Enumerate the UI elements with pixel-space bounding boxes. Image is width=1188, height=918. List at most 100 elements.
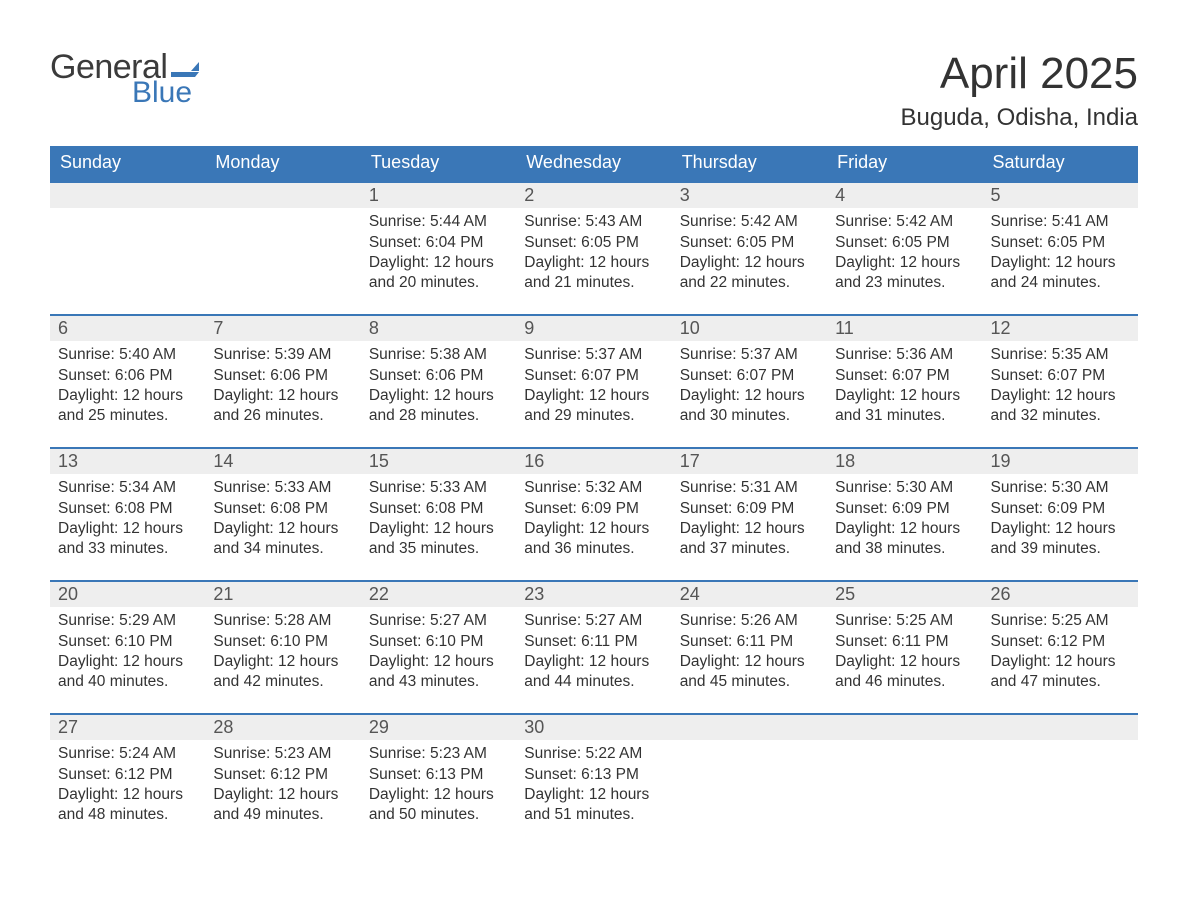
daylight-hours-value: 12 — [900, 520, 917, 537]
daylight-minutes-value: 47 — [1021, 673, 1038, 690]
daylight-minutes-value: 45 — [710, 673, 727, 690]
sunrise-prefix: Sunrise: — [680, 213, 741, 230]
day-body-cell: Sunrise: 5:29 AMSunset: 6:10 PMDaylight:… — [50, 607, 205, 702]
sunset-prefix: Sunset: — [991, 234, 1048, 251]
sunset-line: Sunset: 6:07 PM — [835, 366, 974, 386]
sunrise-value: 5:25 AM — [896, 612, 953, 629]
daylight-line-2: and 31 minutes. — [835, 406, 974, 426]
hours-word: hours — [917, 653, 960, 670]
daylight-line-1: Daylight: 12 hours — [58, 785, 197, 805]
sunset-line: Sunset: 6:07 PM — [524, 366, 663, 386]
day-number-cell: 4 — [827, 182, 982, 208]
daylight-line-2: and 34 minutes. — [213, 539, 352, 559]
day-body-cell: Sunrise: 5:37 AMSunset: 6:07 PMDaylight:… — [672, 341, 827, 436]
day-number-cell: 20 — [50, 581, 205, 607]
daylight-line-1: Daylight: 12 hours — [369, 519, 508, 539]
sunset-prefix: Sunset: — [524, 500, 581, 517]
daylight-minutes-value: 50 — [399, 806, 416, 823]
week-daynum-row: 20212223242526 — [50, 581, 1138, 607]
daylight-minutes-value: 28 — [399, 407, 416, 424]
day-number-cell: 25 — [827, 581, 982, 607]
daylight-line-1: Daylight: 12 hours — [524, 519, 663, 539]
daylight-prefix: Daylight: — [991, 254, 1056, 271]
daylight-line-2: and 42 minutes. — [213, 672, 352, 692]
minutes-word: minutes. — [727, 673, 790, 690]
sunset-prefix: Sunset: — [213, 633, 270, 650]
sunset-prefix: Sunset: — [58, 633, 115, 650]
daylight-hours-value: 12 — [433, 520, 450, 537]
daylight-line-2: and 26 minutes. — [213, 406, 352, 426]
sunset-prefix: Sunset: — [369, 500, 426, 517]
daylight-prefix: Daylight: — [524, 254, 589, 271]
sunset-value: 6:07 PM — [892, 367, 950, 384]
minutes-word: minutes. — [105, 540, 168, 557]
minutes-word: minutes. — [883, 540, 946, 557]
daylight-prefix: Daylight: — [680, 520, 745, 537]
day-body-cell: Sunrise: 5:34 AMSunset: 6:08 PMDaylight:… — [50, 474, 205, 569]
daylight-minutes-value: 37 — [710, 540, 727, 557]
daylight-line-2: and 29 minutes. — [524, 406, 663, 426]
daylight-line-1: Daylight: 12 hours — [524, 652, 663, 672]
hours-word: hours — [762, 653, 805, 670]
sunrise-line: Sunrise: 5:42 AM — [835, 212, 974, 232]
daylight-minutes-value: 23 — [865, 274, 882, 291]
sunrise-prefix: Sunrise: — [680, 479, 741, 496]
sunset-line: Sunset: 6:09 PM — [680, 499, 819, 519]
page-header: General Blue April 2025 Buguda, Odisha, … — [50, 50, 1138, 132]
sunset-prefix: Sunset: — [835, 234, 892, 251]
minutes-word: minutes. — [416, 540, 479, 557]
logo-word-blue: Blue — [132, 78, 199, 108]
minutes-word: minutes. — [261, 540, 324, 557]
sunrise-value: 5:38 AM — [430, 346, 487, 363]
daylight-line-2: and 36 minutes. — [524, 539, 663, 559]
daylight-line-1: Daylight: 12 hours — [58, 386, 197, 406]
week-separator-cell — [50, 702, 1138, 714]
minutes-word: minutes. — [105, 673, 168, 690]
hours-word: hours — [140, 387, 183, 404]
sunrise-line: Sunrise: 5:27 AM — [524, 611, 663, 631]
sunset-value: 6:07 PM — [1047, 367, 1105, 384]
day-body-cell: Sunrise: 5:30 AMSunset: 6:09 PMDaylight:… — [983, 474, 1138, 569]
day-number-cell: 29 — [361, 714, 516, 740]
day-body-cell: Sunrise: 5:36 AMSunset: 6:07 PMDaylight:… — [827, 341, 982, 436]
daylight-hours-value: 12 — [278, 786, 295, 803]
hours-word: hours — [762, 254, 805, 271]
sunrise-line: Sunrise: 5:44 AM — [369, 212, 508, 232]
day-body-cell: Sunrise: 5:42 AMSunset: 6:05 PMDaylight:… — [672, 208, 827, 303]
sunset-line: Sunset: 6:08 PM — [58, 499, 197, 519]
daylight-line-1: Daylight: 12 hours — [524, 386, 663, 406]
daylight-hours-value: 12 — [278, 387, 295, 404]
week-separator — [50, 702, 1138, 714]
day-number-cell: 10 — [672, 315, 827, 341]
sunrise-value: 5:30 AM — [896, 479, 953, 496]
hours-word: hours — [917, 520, 960, 537]
daylight-line-2: and 28 minutes. — [369, 406, 508, 426]
sunrise-value: 5:28 AM — [275, 612, 332, 629]
daylight-minutes-value: 35 — [399, 540, 416, 557]
and-word: and — [369, 806, 399, 823]
daylight-prefix: Daylight: — [58, 387, 123, 404]
week-daybody-row: Sunrise: 5:24 AMSunset: 6:12 PMDaylight:… — [50, 740, 1138, 835]
and-word: and — [524, 673, 554, 690]
sunrise-value: 5:37 AM — [741, 346, 798, 363]
daylight-hours-value: 12 — [744, 520, 761, 537]
sunrise-prefix: Sunrise: — [369, 745, 430, 762]
sunrise-line: Sunrise: 5:38 AM — [369, 345, 508, 365]
hours-word: hours — [140, 653, 183, 670]
daylight-hours-value: 12 — [433, 786, 450, 803]
sunset-value: 6:12 PM — [270, 766, 328, 783]
sunset-line: Sunset: 6:09 PM — [835, 499, 974, 519]
minutes-word: minutes. — [261, 806, 324, 823]
daylight-line-1: Daylight: 12 hours — [58, 519, 197, 539]
sunrise-value: 5:43 AM — [585, 213, 642, 230]
and-word: and — [58, 806, 88, 823]
and-word: and — [213, 407, 243, 424]
sunset-prefix: Sunset: — [524, 367, 581, 384]
day-body-cell: Sunrise: 5:44 AMSunset: 6:04 PMDaylight:… — [361, 208, 516, 303]
daylight-line-1: Daylight: 12 hours — [524, 253, 663, 273]
minutes-word: minutes. — [416, 673, 479, 690]
sunrise-prefix: Sunrise: — [835, 479, 896, 496]
hours-word: hours — [451, 786, 494, 803]
sunrise-value: 5:22 AM — [585, 745, 642, 762]
sunrise-value: 5:41 AM — [1052, 213, 1109, 230]
